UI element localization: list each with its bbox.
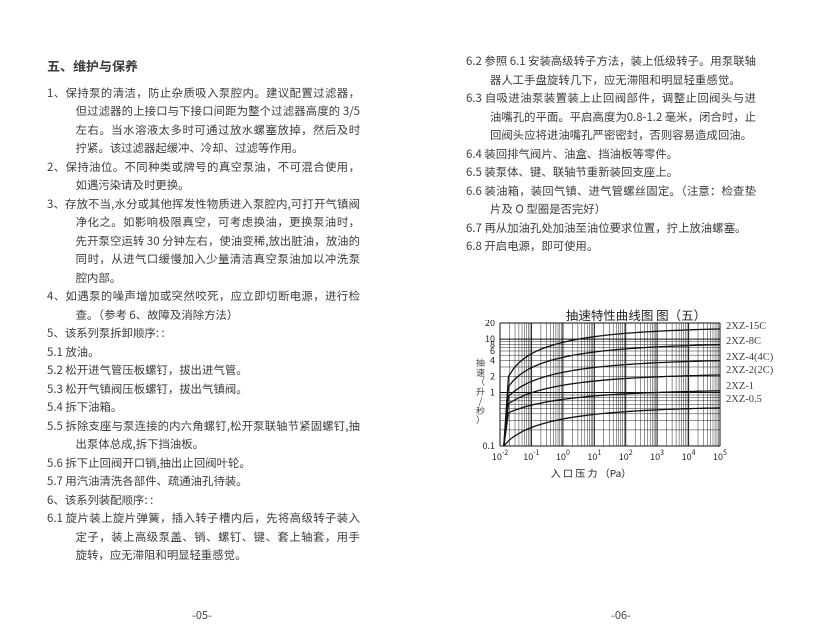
- svg-text:20: 20: [485, 320, 495, 329]
- svg-text:100: 100: [556, 448, 570, 463]
- svg-text:10-2: 10-2: [492, 448, 508, 463]
- svg-text:103: 103: [650, 448, 664, 463]
- svg-text:10-1: 10-1: [523, 448, 539, 463]
- svg-text:1: 1: [490, 386, 495, 399]
- svg-text:102: 102: [619, 448, 633, 463]
- svg-text:101: 101: [587, 448, 601, 463]
- svg-text:4: 4: [490, 353, 495, 366]
- svg-text:104: 104: [682, 448, 696, 463]
- svg-text:2: 2: [490, 370, 495, 383]
- svg-text:105: 105: [713, 448, 727, 463]
